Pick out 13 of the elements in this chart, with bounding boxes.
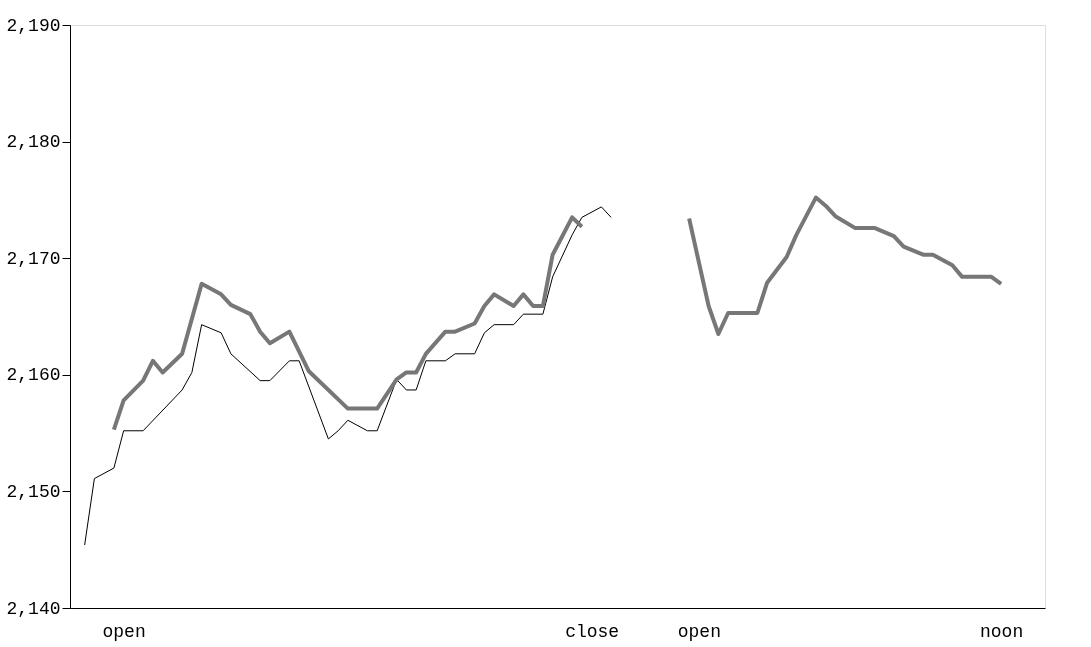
y-tick-label: 2,160 bbox=[6, 365, 61, 386]
line-series bbox=[687, 195, 1004, 336]
x-tick-label: close bbox=[565, 621, 620, 642]
y-tick-label: 2,150 bbox=[6, 481, 61, 502]
y-tick-label: 2,170 bbox=[6, 248, 61, 269]
x-tick-label: open bbox=[677, 621, 721, 642]
x-tick-label: open bbox=[102, 621, 146, 642]
y-tick-label: 2,140 bbox=[6, 598, 61, 619]
line-series bbox=[111, 215, 584, 432]
line-series bbox=[84, 206, 612, 546]
y-tick-label: 2,180 bbox=[6, 132, 61, 153]
y-tick-label: 2,190 bbox=[6, 15, 61, 36]
x-tick-label: noon bbox=[980, 621, 1024, 642]
